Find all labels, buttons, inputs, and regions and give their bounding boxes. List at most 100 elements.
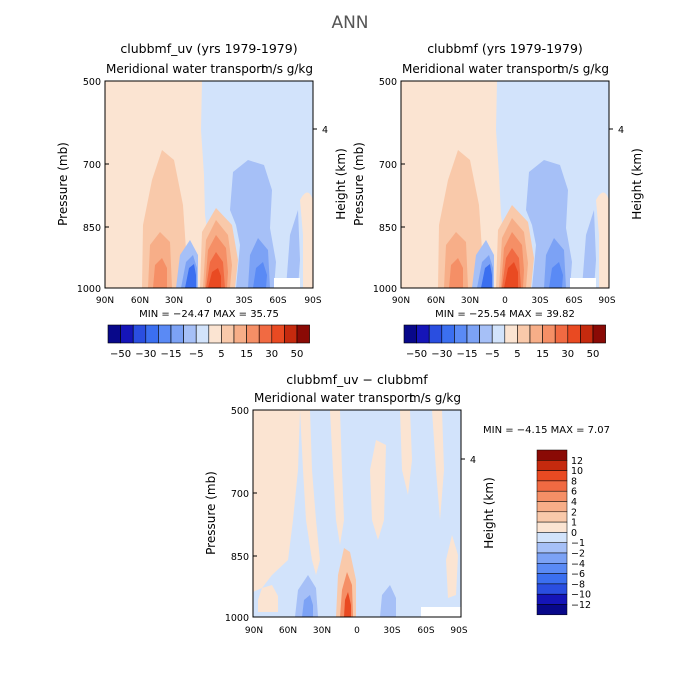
colorbar-label: 50 xyxy=(291,349,304,360)
colorbar-swatch xyxy=(504,324,518,344)
panel-1: clubbmf_uv (yrs 1979-1979) Meridional wa… xyxy=(56,41,348,360)
colorbar-label: −4 xyxy=(571,559,585,570)
panel-2: clubbmf (yrs 1979-1979) Meridional water… xyxy=(352,41,644,360)
y-tick-label: 1000 xyxy=(77,284,101,295)
x-tick-label: 30N xyxy=(313,626,331,636)
colorbar-swatch xyxy=(221,324,235,344)
colorbar-label: −30 xyxy=(135,349,156,360)
y-tick-label: 500 xyxy=(83,77,101,88)
y-tick-label: 500 xyxy=(379,77,397,88)
colorbar-label: −50 xyxy=(110,349,131,360)
panel-1-contours xyxy=(105,81,313,288)
colorbar-label: 30 xyxy=(561,349,574,360)
colorbar-label: −1 xyxy=(571,538,585,549)
colorbar-label: 15 xyxy=(536,349,549,360)
x-tick-label: 90N xyxy=(96,296,114,306)
colorbar-label: 2 xyxy=(571,507,577,518)
y-tick-label: 1000 xyxy=(373,284,397,295)
panel-1-x-ticks: 90N 60N 30N 0 30S 60S 90S xyxy=(96,296,322,306)
panel-2-minmax: MIN = −25.54 MAX = 39.82 xyxy=(435,309,575,320)
colorbar-swatch xyxy=(592,324,606,344)
panel-1-right-tick: 4 xyxy=(322,125,328,136)
colorbar-swatch xyxy=(491,324,506,344)
panel-1-subtitle-right: m/s g/kg xyxy=(261,62,313,76)
panel-2-frame xyxy=(400,80,610,289)
colorbar-swatch xyxy=(233,324,247,344)
colorbar-label: −50 xyxy=(406,349,427,360)
colorbar-swatch xyxy=(416,324,430,344)
colorbar-label: −2 xyxy=(571,549,585,560)
colorbar-swatch xyxy=(208,324,222,344)
colorbar-swatch xyxy=(536,552,568,564)
colorbar-swatch xyxy=(580,324,594,344)
colorbar-label: 1 xyxy=(571,518,577,529)
y-tick-label: 500 xyxy=(231,406,249,417)
y-tick-label: 850 xyxy=(379,223,397,234)
colorbar-swatch xyxy=(195,324,210,344)
panel-3-subtitle-right: m/s g/kg xyxy=(409,391,461,405)
x-tick-label: 90S xyxy=(598,296,615,306)
y-tick-label: 700 xyxy=(379,160,397,171)
panel-2-colorbar: −50 −30 −15 −5 5 15 30 50 xyxy=(403,324,606,360)
figure-title: ANN xyxy=(331,13,368,33)
panel-1-ylabel-right: Height (km) xyxy=(334,148,348,219)
x-tick-label: 30S xyxy=(235,296,252,306)
colorbar-label: 5 xyxy=(514,349,520,360)
colorbar-swatch xyxy=(403,324,417,344)
colorbar-swatch xyxy=(529,324,543,344)
panel-2-x-ticks: 90N 60N 30N 0 30S 60S 90S xyxy=(392,296,616,306)
x-tick-label: 90S xyxy=(450,626,467,636)
colorbar-swatch xyxy=(542,324,556,344)
colorbar-swatch xyxy=(132,324,147,344)
colorbar-label: −30 xyxy=(431,349,452,360)
panel-3-y-ticks: 500 700 850 1000 xyxy=(225,406,257,624)
colorbar-label: 5 xyxy=(218,349,224,360)
x-tick-label: 30N xyxy=(461,296,479,306)
x-tick-label: 0 xyxy=(502,296,508,306)
panel-2-y-ticks: 500 700 850 1000 xyxy=(373,77,405,295)
colorbar-label: −8 xyxy=(571,579,585,590)
panel-3-ylabel: Pressure (mb) xyxy=(204,471,218,555)
x-tick-label: 60N xyxy=(279,626,297,636)
panel-2-ylabel: Pressure (mb) xyxy=(352,142,366,226)
colorbar-label: −6 xyxy=(571,569,585,580)
colorbar-swatch xyxy=(271,324,285,344)
panel-3-ylabel-right: Height (km) xyxy=(482,477,496,548)
colorbar-label: 6 xyxy=(571,487,577,498)
colorbar-swatch xyxy=(183,324,197,344)
panel-1-title: clubbmf_uv (yrs 1979-1979) xyxy=(120,41,297,56)
x-tick-label: 30S xyxy=(383,626,400,636)
colorbar-swatch xyxy=(536,511,568,523)
panel-3-subtitle-left: Meridional water transport xyxy=(254,391,414,405)
colorbar-swatch xyxy=(536,532,568,543)
colorbar-swatch xyxy=(536,583,568,595)
colorbar-swatch xyxy=(158,324,172,344)
colorbar-label: −5 xyxy=(485,349,500,360)
panel-3-right-tick: 4 xyxy=(470,455,476,466)
panel-2-subtitle-left: Meridional water transport xyxy=(402,62,562,76)
panel-1-ylabel: Pressure (mb) xyxy=(56,142,70,226)
panel-2-right-tick: 4 xyxy=(618,125,624,136)
colorbar-swatch xyxy=(246,324,260,344)
x-tick-label: 30S xyxy=(531,296,548,306)
colorbar-swatch xyxy=(170,324,184,344)
colorbar-label: −15 xyxy=(160,349,181,360)
x-tick-label: 60S xyxy=(417,626,434,636)
y-tick-label: 700 xyxy=(231,489,249,500)
colorbar-label: 4 xyxy=(571,497,577,508)
x-tick-label: 0 xyxy=(206,296,212,306)
colorbar-swatch xyxy=(536,604,568,616)
panel-2-contours xyxy=(401,81,609,288)
colorbar-swatch xyxy=(441,324,455,344)
colorbar-swatch xyxy=(536,521,568,533)
y-tick-label: 700 xyxy=(83,160,101,171)
colorbar-label: 30 xyxy=(265,349,278,360)
x-tick-label: 60N xyxy=(131,296,149,306)
colorbar-swatch xyxy=(536,449,568,461)
colorbar-swatch xyxy=(536,480,568,492)
panel-3-title: clubbmf_uv − clubbmf xyxy=(286,372,428,387)
colorbar-swatch xyxy=(536,563,568,574)
colorbar-swatch xyxy=(536,470,568,482)
colorbar-label: 10 xyxy=(571,466,583,477)
